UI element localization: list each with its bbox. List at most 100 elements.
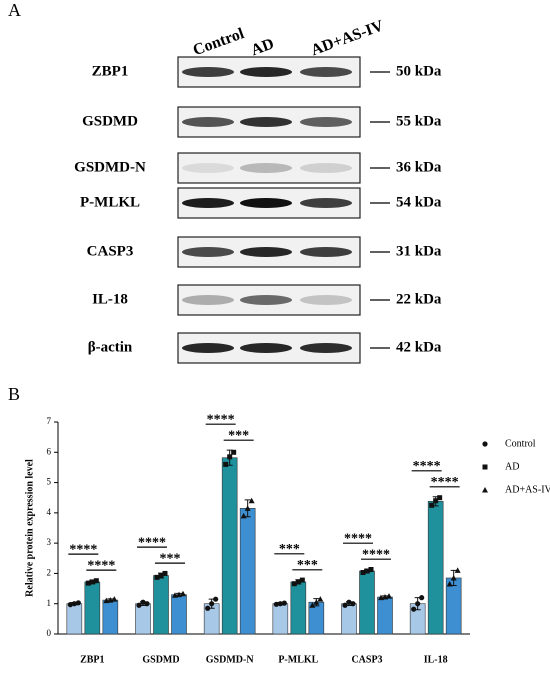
lane-label: AD [249, 35, 277, 59]
panel-label: B [8, 384, 20, 404]
data-point [240, 512, 247, 519]
legend-marker [482, 487, 488, 493]
bar [153, 575, 169, 635]
x-tick-label: GSDMD-N [206, 654, 255, 665]
bar [221, 457, 238, 635]
data-point [433, 498, 439, 504]
y-tick-label: 3 [47, 537, 52, 547]
data-point [89, 579, 95, 585]
size-label: 31 kDa [396, 243, 442, 259]
blot-band [182, 67, 234, 77]
data-point [281, 600, 287, 606]
data-point [437, 495, 443, 501]
data-point [162, 570, 168, 576]
bar [290, 581, 307, 635]
lane-label: Control [191, 25, 247, 59]
y-tick-label: 7 [47, 416, 52, 426]
significance-label: **** [431, 475, 459, 490]
protein-label: IL-18 [92, 291, 128, 307]
size-label: 54 kDa [396, 194, 442, 210]
protein-label: GSDMD [82, 113, 138, 129]
data-point [273, 601, 279, 607]
protein-label: CASP3 [87, 243, 134, 259]
data-point [154, 574, 160, 580]
significance-label: **** [344, 531, 372, 546]
blot-band [182, 343, 234, 353]
data-point [450, 574, 457, 581]
bar [84, 581, 101, 635]
y-tick-label: 5 [47, 477, 52, 487]
data-point [227, 454, 233, 460]
size-label: 55 kDa [396, 113, 442, 129]
size-label: 42 kDa [396, 339, 442, 355]
size-label: 36 kDa [396, 159, 442, 175]
bar [377, 596, 393, 635]
bar [171, 594, 187, 635]
legend-marker [482, 441, 488, 447]
x-tick-label: P-MLKL [278, 654, 318, 665]
blot-frame [177, 152, 361, 184]
x-tick-label: GSDMD [142, 654, 179, 665]
x-tick-label: IL-18 [424, 654, 448, 665]
blot-band [182, 117, 234, 127]
significance-label: **** [207, 412, 235, 427]
bar [272, 603, 289, 635]
data-point [291, 581, 297, 587]
x-tick-label: ZBP1 [80, 654, 104, 665]
blot-band [182, 295, 234, 305]
legend-marker [482, 464, 488, 470]
blot-band [240, 343, 292, 353]
significance-label: **** [87, 558, 115, 573]
y-axis-label: Relative protein expression level [24, 459, 35, 597]
protein-label: β-actin [88, 339, 133, 355]
data-point [368, 566, 374, 572]
data-point [75, 600, 81, 606]
bar [102, 599, 119, 635]
panel-label: A [8, 0, 21, 20]
data-point [317, 596, 324, 602]
data-point [205, 605, 211, 611]
data-point [209, 601, 215, 607]
blot-band [300, 198, 352, 208]
significance-label: **** [69, 542, 97, 557]
blot-band [240, 163, 292, 173]
blot-band [240, 67, 292, 77]
data-point [364, 568, 370, 574]
data-point [140, 599, 146, 605]
data-point [411, 606, 417, 612]
data-point [231, 449, 237, 455]
blot-band [300, 247, 352, 257]
bar [239, 508, 256, 635]
bar [341, 603, 357, 635]
blot-band [182, 198, 234, 208]
y-tick-label: 2 [47, 567, 52, 577]
data-point [71, 601, 77, 607]
y-tick-label: 1 [47, 598, 52, 608]
bar [359, 570, 375, 635]
blot-band [300, 343, 352, 353]
data-point [136, 602, 142, 608]
significance-label: **** [138, 535, 166, 550]
bar [135, 603, 151, 635]
x-tick-label: CASP3 [351, 654, 382, 665]
data-point [386, 593, 392, 599]
data-point [248, 497, 255, 504]
blot-band [300, 117, 352, 127]
data-point [419, 595, 425, 601]
size-label: 50 kDa [396, 63, 442, 79]
blot-band [240, 295, 292, 305]
y-tick-label: 0 [47, 628, 52, 638]
data-point [454, 567, 461, 573]
bar [66, 603, 83, 635]
data-point [158, 573, 164, 579]
data-point [67, 602, 73, 608]
data-point [85, 580, 91, 586]
legend-label: AD [505, 461, 519, 472]
data-point [309, 602, 316, 608]
bar [427, 501, 444, 635]
significance-label: *** [160, 551, 181, 566]
blot-band [240, 247, 292, 257]
significance-label: **** [362, 547, 390, 562]
significance-label: *** [297, 558, 318, 573]
